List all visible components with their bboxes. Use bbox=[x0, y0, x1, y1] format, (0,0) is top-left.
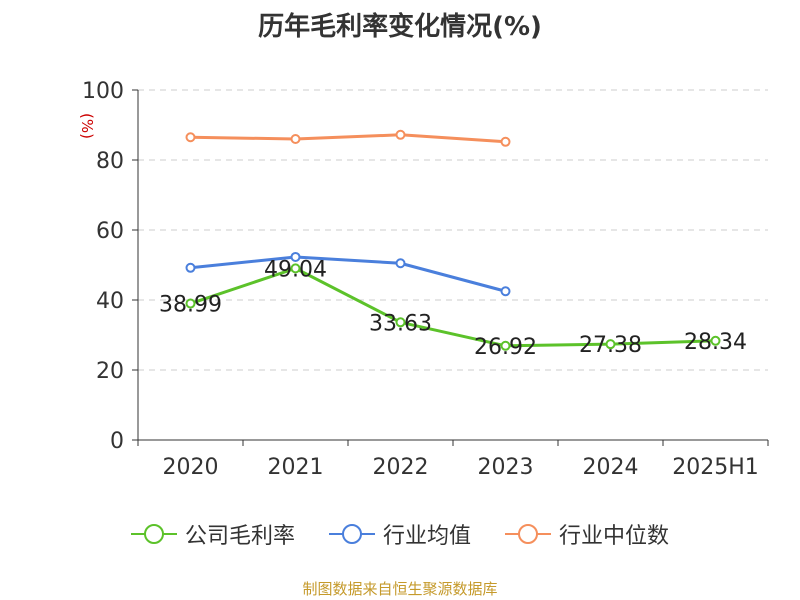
y-tick-label: 80 bbox=[96, 149, 124, 174]
data-point bbox=[395, 129, 406, 140]
data-label: 26.92 bbox=[474, 335, 537, 360]
data-point bbox=[185, 298, 196, 309]
x-tick-label: 2020 bbox=[163, 455, 219, 480]
data-point bbox=[500, 136, 511, 147]
data-label: 33.63 bbox=[369, 311, 432, 336]
y-tick-label: 20 bbox=[96, 359, 124, 384]
data-label: 28.34 bbox=[684, 330, 747, 355]
y-tick-label: 40 bbox=[96, 289, 124, 314]
data-point bbox=[185, 132, 196, 143]
data-point bbox=[185, 262, 196, 273]
x-tick-label: 2025H1 bbox=[672, 455, 759, 480]
data-point bbox=[500, 286, 511, 297]
chart-title: 历年毛利率变化情况(%) bbox=[258, 12, 542, 42]
legend-label-company: 公司毛利率 bbox=[184, 524, 295, 549]
series-line-0 bbox=[190, 266, 716, 348]
x-tick-label: 2022 bbox=[373, 455, 429, 480]
data-point bbox=[500, 340, 511, 351]
data-label: 27.38 bbox=[579, 333, 642, 358]
data-label: 38.99 bbox=[159, 293, 222, 318]
legend-marker-industry-mean bbox=[328, 524, 375, 544]
data-point bbox=[710, 335, 721, 346]
x-tick-label: 2024 bbox=[583, 455, 639, 480]
data-point bbox=[290, 251, 301, 262]
data-point bbox=[605, 339, 616, 350]
data-point bbox=[395, 317, 406, 328]
legend-marker-company bbox=[130, 524, 177, 544]
data-point bbox=[395, 258, 406, 269]
data-label: 49.04 bbox=[264, 257, 327, 282]
y-tick-label: 60 bbox=[96, 219, 124, 244]
y-tick-label: 0 bbox=[110, 429, 124, 454]
legend-item-company[interactable]: 公司毛利率 bbox=[130, 518, 295, 550]
legend: 公司毛利率 行业均值 行业中位数 bbox=[0, 518, 800, 550]
series-line-2 bbox=[190, 133, 506, 144]
x-tick-label: 2021 bbox=[268, 455, 324, 480]
legend-marker-industry-median bbox=[505, 524, 551, 544]
legend-label-industry-median: 行业中位数 bbox=[559, 524, 670, 549]
series-line-1 bbox=[190, 255, 506, 293]
data-point bbox=[290, 263, 301, 274]
legend-item-industry-median[interactable]: 行业中位数 bbox=[505, 518, 669, 550]
data-point bbox=[290, 134, 301, 144]
y-axis-label: (%) bbox=[78, 113, 96, 139]
legend-item-industry-mean[interactable]: 行业均值 bbox=[328, 518, 471, 550]
y-tick-label: 100 bbox=[82, 79, 124, 104]
x-tick-label: 2023 bbox=[478, 455, 534, 480]
data-source: 制图数据来自恒生聚源数据库 bbox=[302, 580, 498, 598]
legend-label-industry-mean: 行业均值 bbox=[382, 524, 471, 549]
